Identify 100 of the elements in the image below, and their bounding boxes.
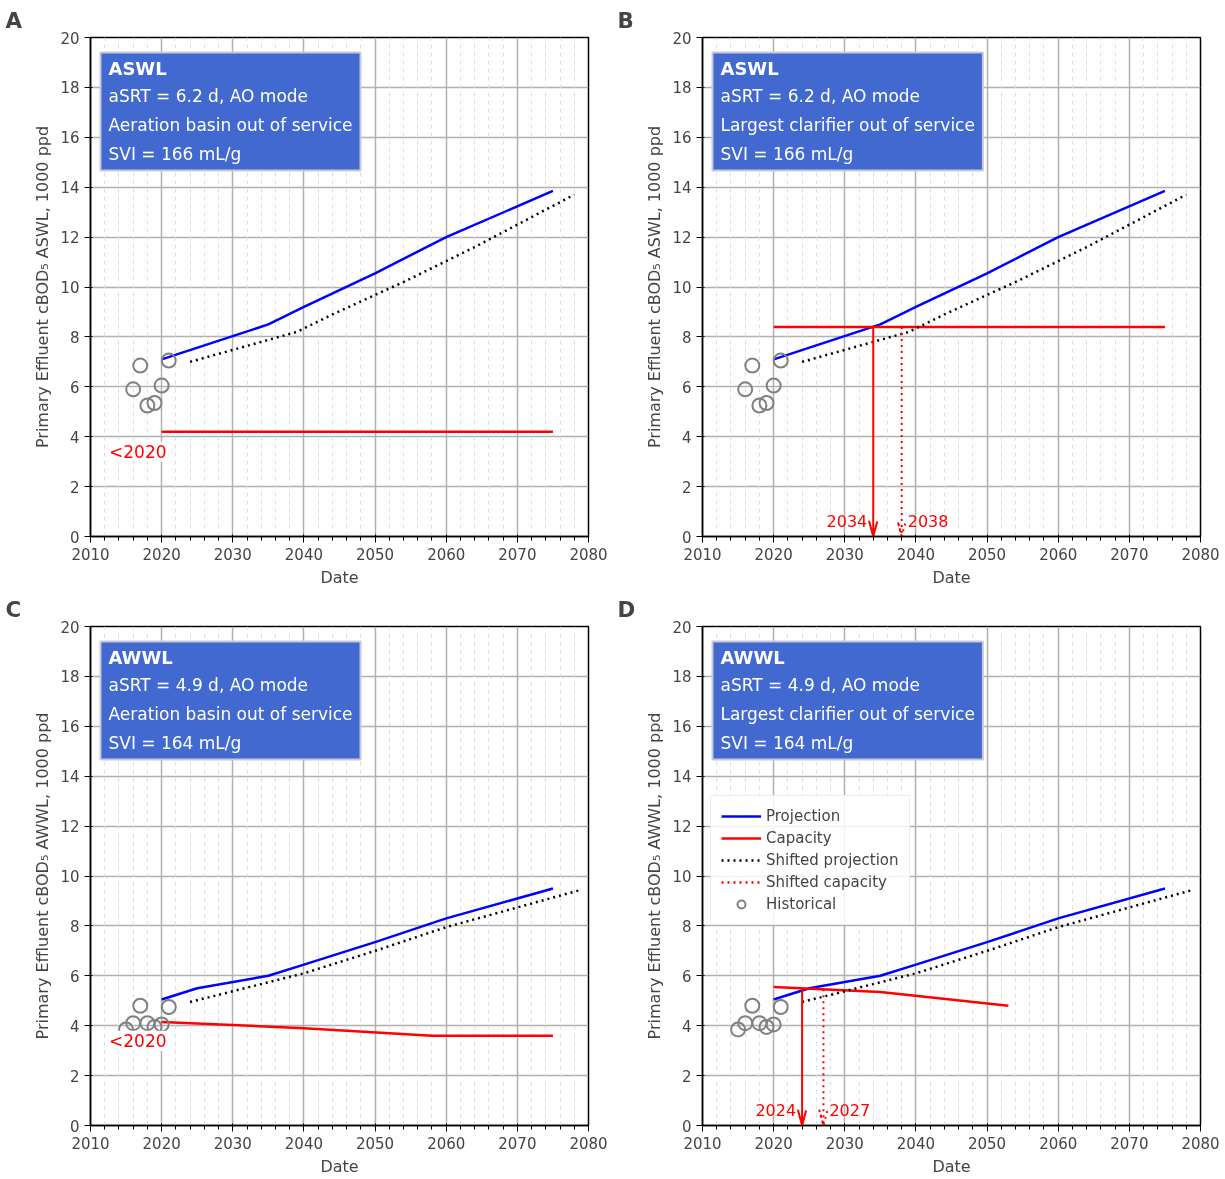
x-axis-title: Date	[320, 1156, 359, 1176]
y-tick-label: 18	[672, 79, 692, 98]
legend-label: Historical	[766, 895, 837, 913]
y-tick-label: 12	[672, 229, 692, 248]
y-tick-label: 20	[672, 29, 692, 48]
annotation: ASWL	[108, 58, 167, 80]
y-tick-label: 10	[672, 868, 692, 886]
y-tick-label: 18	[672, 668, 692, 687]
x-tick-label: 2070	[498, 545, 537, 564]
annotation: SVI = 164 mL/g	[108, 733, 242, 754]
y-tick-label: 20	[672, 618, 692, 637]
x-axis-title: Date	[320, 567, 359, 587]
x-tick-label: 2050	[355, 1134, 395, 1153]
y-tick-label: 16	[60, 718, 80, 737]
x-tick-label: 2030	[213, 545, 252, 564]
annotation: Largest clarifier out of service	[720, 704, 975, 725]
x-tick-label: 2030	[213, 1134, 252, 1153]
annotation: <2020	[109, 441, 167, 462]
ref-line-label: 2024	[755, 1100, 797, 1120]
x-tick-label: 2040	[284, 1134, 324, 1153]
y-axis-title: Primary Effluent cBOD₅ ASWL, 1000 ppd	[645, 125, 665, 449]
x-tick-label: 2080	[1181, 545, 1220, 564]
y-tick-label: 16	[672, 129, 692, 148]
chart-title: D	[617, 596, 636, 622]
x-tick-label: 2080	[1181, 1134, 1220, 1153]
y-tick-label: 4	[69, 1017, 80, 1036]
y-tick-label: 2	[69, 1067, 80, 1086]
y-tick-label: 2	[69, 478, 80, 497]
y-axis-title: Primary Effluent cBOD₅ AWWL, 1000 ppd	[33, 712, 53, 1040]
y-tick-label: 4	[681, 1017, 692, 1036]
x-tick-label: 2010	[71, 1134, 110, 1153]
x-tick-label: 2010	[683, 1134, 722, 1153]
y-tick-label: 10	[672, 279, 692, 297]
y-tick-label: 16	[60, 129, 80, 148]
y-tick-label: 6	[681, 378, 692, 397]
legend-label: Projection	[766, 807, 841, 825]
y-tick-label: 8	[69, 917, 80, 936]
y-tick-label: 6	[69, 378, 80, 397]
x-tick-label: 2030	[825, 545, 864, 564]
x-tick-label: 2030	[825, 1134, 864, 1153]
annotation: Aeration basin out of service	[108, 115, 353, 136]
legend-label: Shifted capacity	[766, 873, 887, 891]
annotation: SVI = 166 mL/g	[108, 144, 242, 165]
annotation: ASWL	[720, 58, 779, 80]
y-tick-label: 14	[672, 179, 692, 198]
annotation: aSRT = 6.2 d, AO mode	[720, 86, 921, 107]
y-axis-title: Primary Effluent cBOD₅ AWWL, 1000 ppd	[645, 712, 665, 1040]
y-tick-label: 6	[681, 967, 692, 986]
x-tick-label: 2020	[142, 545, 181, 564]
y-tick-label: 4	[69, 428, 80, 447]
y-tick-label: 8	[681, 328, 692, 347]
x-tick-label: 2040	[896, 545, 936, 564]
y-tick-label: 10	[60, 279, 80, 297]
y-tick-label: 8	[681, 917, 692, 936]
x-tick-label: 2020	[142, 1134, 181, 1153]
ref-line-label: 2034	[826, 511, 868, 531]
y-tick-label: 16	[672, 718, 692, 737]
chart-title: C	[5, 596, 22, 622]
x-tick-label: 2050	[355, 545, 395, 564]
y-tick-label: 20	[60, 618, 80, 637]
x-tick-label: 2070	[498, 1134, 537, 1153]
y-tick-label: 12	[672, 818, 692, 837]
y-tick-label: 4	[681, 428, 692, 447]
x-tick-label: 2050	[967, 545, 1007, 564]
annotation: AWWL	[108, 647, 173, 669]
y-tick-label: 12	[60, 818, 80, 837]
annotation: <2020	[109, 1030, 167, 1051]
annotation: aSRT = 6.2 d, AO mode	[108, 86, 309, 107]
x-axis-title: Date	[932, 1156, 971, 1176]
chart-title: B	[617, 7, 634, 33]
annotation: SVI = 164 mL/g	[720, 733, 854, 754]
y-tick-label: 8	[69, 328, 80, 347]
annotation: aSRT = 4.9 d, AO mode	[720, 675, 921, 696]
y-tick-label: 0	[69, 528, 80, 547]
annotation: Largest clarifier out of service	[720, 115, 975, 136]
y-tick-label: 18	[60, 668, 80, 687]
x-tick-label: 2070	[1110, 1134, 1149, 1153]
x-tick-label: 2020	[754, 545, 793, 564]
annotation: Aeration basin out of service	[108, 704, 353, 725]
x-tick-label: 2080	[569, 545, 608, 564]
x-tick-label: 2060	[1039, 1134, 1078, 1153]
x-tick-label: 2020	[754, 1134, 793, 1153]
y-tick-label: 2	[681, 1067, 692, 1086]
y-tick-label: 2	[681, 478, 692, 497]
y-tick-label: 18	[60, 79, 80, 98]
x-tick-label: 2040	[896, 1134, 936, 1153]
annotation: AWWL	[720, 647, 785, 669]
x-tick-label: 2010	[71, 545, 110, 564]
y-axis-title: Primary Effluent cBOD₅ ASWL, 1000 ppd	[33, 125, 53, 449]
y-tick-label: 0	[681, 1117, 692, 1136]
x-tick-label: 2010	[683, 545, 722, 564]
x-tick-label: 2040	[284, 545, 324, 564]
y-tick-label: 20	[60, 29, 80, 48]
x-tick-label: 2060	[427, 545, 466, 564]
y-tick-label: 14	[672, 768, 692, 787]
chart-title: A	[5, 7, 23, 33]
y-tick-label: 10	[60, 868, 80, 886]
x-tick-label: 2050	[967, 1134, 1007, 1153]
x-tick-label: 2070	[1110, 545, 1149, 564]
y-tick-label: 14	[60, 768, 80, 787]
